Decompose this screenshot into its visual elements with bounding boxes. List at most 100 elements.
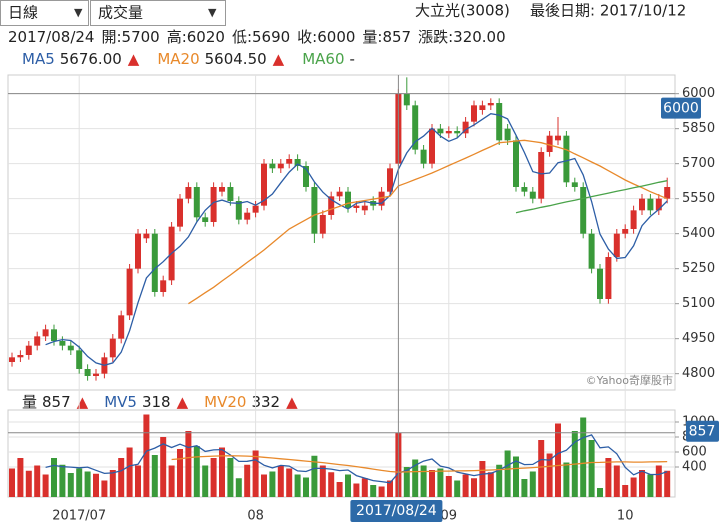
dropdown-box[interactable] bbox=[0, 0, 89, 26]
candle-body bbox=[437, 128, 444, 134]
legend-arrow: ▲ bbox=[177, 393, 189, 411]
y-tick-label: 5700 bbox=[682, 156, 715, 171]
volume-bar bbox=[605, 458, 612, 497]
volume-bar bbox=[319, 465, 326, 497]
legend-value: 332 bbox=[251, 393, 280, 411]
candle-body bbox=[513, 140, 519, 187]
volume-bar bbox=[34, 465, 41, 497]
volume-bar bbox=[580, 417, 587, 497]
candle-body bbox=[353, 205, 360, 208]
price-badge bbox=[661, 97, 701, 119]
candle-body bbox=[294, 159, 301, 166]
volume-bar bbox=[101, 480, 108, 497]
candle-body bbox=[479, 105, 486, 110]
stock-name: 大立光(3008) bbox=[415, 2, 510, 20]
candle-body bbox=[160, 280, 167, 292]
candle-body bbox=[454, 131, 461, 134]
candle-body bbox=[34, 336, 41, 346]
volume-bar bbox=[177, 449, 183, 497]
candle-body bbox=[252, 205, 259, 213]
candle-body bbox=[429, 128, 435, 164]
candle-body bbox=[67, 345, 74, 351]
period-select[interactable]: 日線 ▼ bbox=[0, 0, 89, 26]
candle-body bbox=[538, 152, 545, 199]
dropdown-arrow[interactable]: ▼ bbox=[208, 6, 217, 19]
info-line: 2017/08/24 開:5700 高:6020 低:5690 收:6000 量:857 漲… bbox=[8, 28, 506, 46]
volume-bar bbox=[168, 465, 175, 497]
candle-body bbox=[655, 198, 662, 211]
legend-name: MV20 bbox=[204, 393, 246, 411]
volume-bar bbox=[151, 455, 158, 497]
volume-bar bbox=[118, 458, 125, 497]
candle-body bbox=[269, 163, 276, 169]
volume-bar bbox=[59, 464, 66, 497]
candle-body bbox=[319, 215, 326, 234]
legend-name: MA20 bbox=[157, 50, 199, 68]
candle-body bbox=[193, 187, 200, 218]
y-tick-label: 600 bbox=[682, 445, 707, 460]
volume-bar bbox=[160, 437, 167, 497]
candle-body bbox=[403, 93, 410, 106]
volume-bar bbox=[294, 474, 301, 497]
volume-bar bbox=[51, 458, 57, 497]
candle-body bbox=[17, 355, 24, 358]
candle-body bbox=[9, 357, 15, 362]
legend-value: 318 bbox=[142, 393, 171, 411]
candle-body bbox=[126, 268, 133, 316]
volume-bar bbox=[429, 470, 435, 497]
ma-line bbox=[515, 180, 668, 214]
volume-bar bbox=[84, 471, 91, 497]
volume-bar bbox=[244, 464, 251, 497]
candle-body bbox=[59, 341, 66, 346]
info-item: 量:857 bbox=[362, 28, 411, 46]
volume-bar bbox=[462, 474, 469, 497]
x-tick-label: 08 bbox=[247, 509, 264, 524]
volume-bar bbox=[202, 465, 209, 497]
candle-body bbox=[622, 229, 629, 234]
candle-body bbox=[336, 191, 343, 197]
volume-bar bbox=[210, 458, 217, 497]
volume-bar bbox=[252, 450, 259, 497]
candle-body bbox=[345, 191, 351, 208]
legend-name: MA5 bbox=[22, 50, 55, 68]
candle-body bbox=[580, 187, 587, 234]
volume-bar bbox=[538, 440, 545, 497]
candle-body bbox=[387, 168, 393, 192]
y-tick-label: 6000 bbox=[682, 86, 715, 101]
dropdown-arrow[interactable]: ▼ bbox=[74, 6, 83, 19]
volume-bar bbox=[664, 470, 671, 497]
candle-body bbox=[177, 198, 183, 227]
volume-bar bbox=[420, 465, 427, 497]
info-item: 開:5700 bbox=[101, 28, 159, 46]
indicator-select[interactable]: 成交量 ▼ bbox=[90, 0, 226, 26]
volume-bar bbox=[555, 423, 561, 497]
volume-bar bbox=[361, 478, 368, 497]
legend-name: MV5 bbox=[104, 393, 137, 411]
volume-badge-text: 857 bbox=[689, 424, 716, 440]
volume-bar bbox=[597, 488, 603, 497]
dropdown-box[interactable] bbox=[90, 0, 226, 26]
volume-bar bbox=[622, 485, 629, 497]
ma-line bbox=[45, 113, 668, 366]
volume-bar bbox=[630, 477, 637, 497]
info-item: 高:6020 bbox=[167, 28, 225, 46]
volume-bar bbox=[235, 478, 242, 497]
candle-body bbox=[118, 315, 125, 339]
volume-bar bbox=[471, 478, 477, 497]
price-badge-text: 6000 bbox=[663, 101, 699, 117]
volume-bar bbox=[303, 477, 309, 497]
candle-body bbox=[571, 182, 578, 187]
volume-bar bbox=[76, 468, 83, 497]
candle-body bbox=[639, 198, 645, 211]
candle-body bbox=[84, 369, 91, 376]
candle-body bbox=[151, 233, 158, 292]
dropdown-text[interactable]: 成交量 bbox=[98, 4, 143, 22]
volume-badge bbox=[686, 420, 719, 442]
volume-bar bbox=[269, 471, 276, 497]
candle-body bbox=[412, 105, 419, 150]
volume-bar bbox=[487, 472, 494, 497]
candle-body bbox=[647, 198, 654, 211]
volume-bar bbox=[496, 464, 503, 497]
candle-body bbox=[445, 131, 452, 134]
dropdown-text[interactable]: 日線 bbox=[8, 4, 38, 22]
